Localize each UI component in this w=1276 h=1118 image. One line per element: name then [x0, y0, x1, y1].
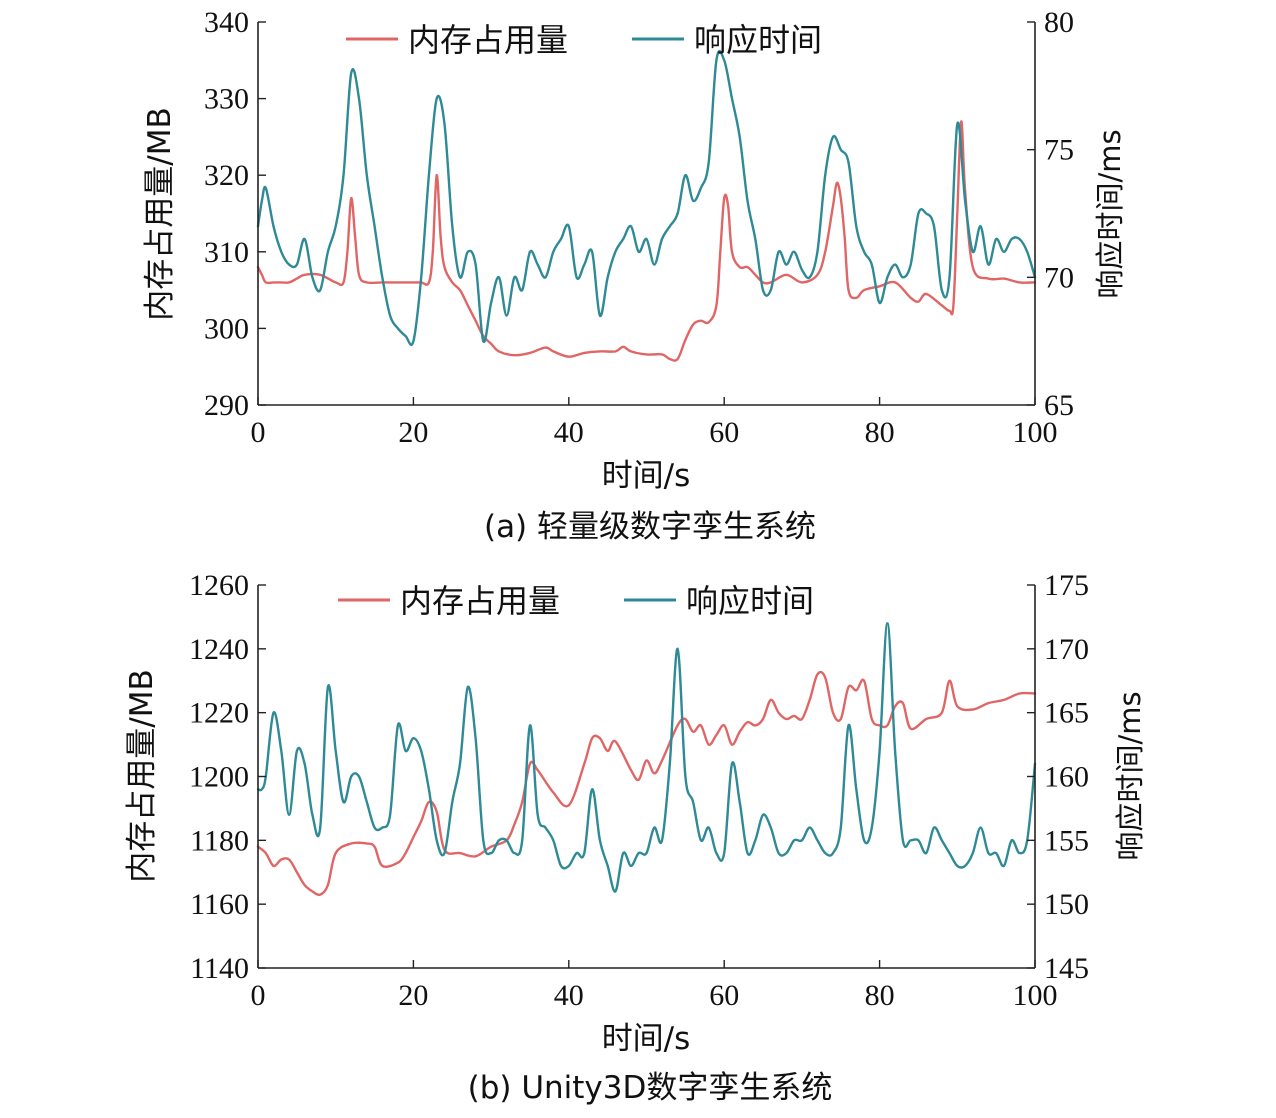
chart-panel-b: 0 20 40 60 80 100 1140 1160 1180 1200 1220 1240 1260… [124, 569, 1147, 1106]
x-tick-label: 60 [709, 979, 739, 1012]
x-tick-label: 80 [865, 416, 895, 449]
y-left-tick-label: 1220 [189, 697, 249, 730]
y-right-tick-label: 65 [1044, 389, 1074, 422]
x-tick-label: 40 [554, 416, 584, 449]
x-tick-label: 0 [251, 416, 266, 449]
x-axis-label: 时间/s [602, 458, 691, 494]
y-right-tick-label: 70 [1044, 261, 1074, 294]
legend-label-response: 响应时间 [686, 582, 814, 620]
y-left-tick-label: 320 [204, 159, 249, 192]
x-tick-label: 100 [1013, 416, 1058, 449]
y-right-tick-label: 175 [1044, 569, 1089, 602]
x-tick-label: 80 [865, 979, 895, 1012]
chart-panel-a: 0 20 40 60 80 100 290 300 310 320 330 340 65 70 75 80 内… [142, 6, 1127, 545]
y-left-tick-label: 290 [204, 389, 249, 422]
y-left-tick-label: 330 [204, 83, 249, 116]
legend-label-memory: 内存占用量 [400, 582, 560, 620]
x-tick-label: 100 [1013, 979, 1058, 1012]
plot-frame [257, 585, 1036, 969]
y-right-tick-label: 170 [1044, 633, 1089, 666]
chart-caption-a: (a) 轻量级数字孪生系统 [484, 509, 816, 545]
x-tick-label: 60 [709, 416, 739, 449]
y-left-tick-label: 340 [204, 6, 249, 39]
y-left-tick-label: 1240 [189, 633, 249, 666]
legend: 内存占用量 响应时间 [346, 21, 822, 59]
y-left-tick-label: 1140 [190, 952, 249, 985]
y-right-tick-label: 165 [1044, 697, 1089, 730]
y-right-tick-label: 155 [1044, 824, 1089, 857]
y-axis-left-label: 内存占用量/MB [124, 669, 160, 882]
legend: 内存占用量 响应时间 [338, 582, 814, 620]
y-right-tick-label: 80 [1044, 6, 1074, 39]
x-tick-label: 20 [398, 416, 428, 449]
series-line-response-time [256, 49, 1037, 347]
legend-label-memory: 内存占用量 [408, 21, 568, 59]
y-axis-right-label: 响应时间/ms [1113, 691, 1147, 860]
x-tick-label: 0 [251, 979, 266, 1012]
y-left-tick-label: 1200 [189, 761, 249, 794]
x-tick-label: 20 [398, 979, 428, 1012]
y-left-tick-label: 310 [204, 236, 249, 269]
series-line-response-time [256, 622, 1037, 893]
y-right-tick-label: 150 [1044, 888, 1089, 921]
y-right-tick-label: 145 [1044, 952, 1089, 985]
x-tick-label: 40 [554, 979, 584, 1012]
legend-label-response: 响应时间 [694, 21, 822, 59]
y-axis-left-label: 内存占用量/MB [142, 107, 178, 320]
y-right-tick-label: 75 [1044, 134, 1074, 167]
y-left-tick-label: 300 [204, 312, 249, 345]
y-axis-right-label: 响应时间/ms [1093, 129, 1127, 298]
chart-caption-b: (b) Unity3D数字孪生系统 [468, 1070, 833, 1106]
plot-frame [257, 22, 1036, 406]
series-line-memory [256, 120, 1037, 362]
y-left-tick-label: 1180 [190, 824, 249, 857]
y-right-tick-label: 160 [1044, 761, 1089, 794]
y-left-tick-label: 1260 [189, 569, 249, 602]
x-axis-label: 时间/s [602, 1021, 691, 1057]
y-left-tick-label: 1160 [190, 888, 249, 921]
series-line-memory [256, 670, 1037, 897]
